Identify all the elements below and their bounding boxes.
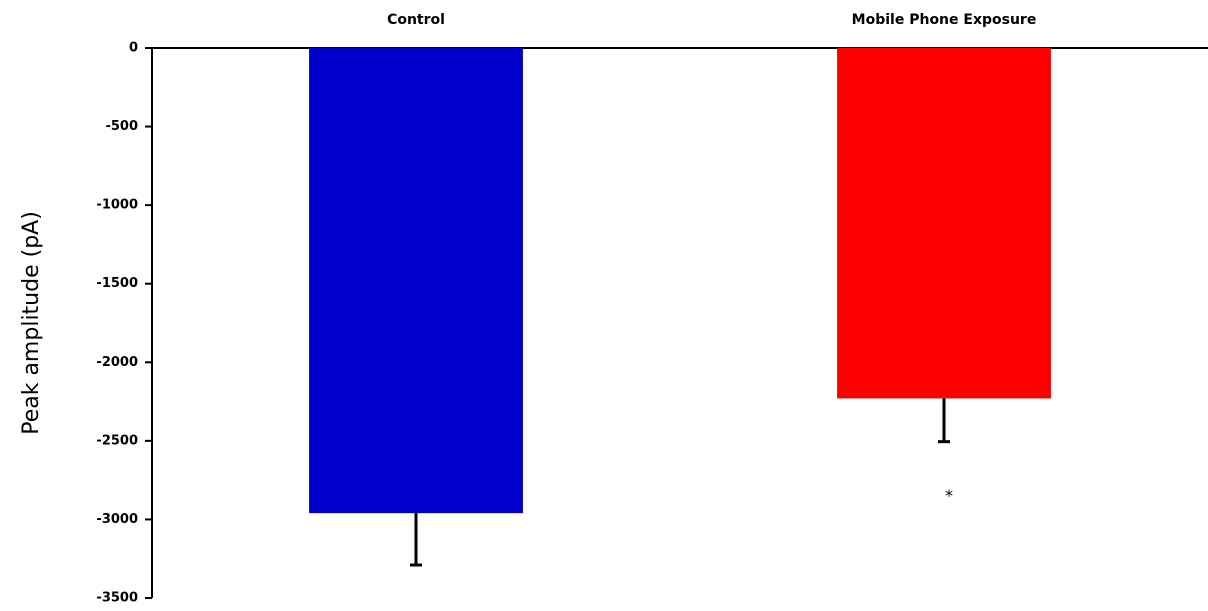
y-tick-label: -3500 [96,591,138,606]
y-tick-label: 0 [129,41,138,56]
y-tick-label: -500 [105,119,138,134]
y-tick-label: -3000 [96,512,138,527]
x-tick-label: Mobile Phone Exposure [852,12,1037,28]
bar [837,48,1051,399]
annotation: * [945,486,953,505]
bar [309,48,523,514]
y-tick-label: -1000 [96,198,138,213]
y-axis-label: Peak amplitude (pA) [19,211,44,435]
y-tick-label: -1500 [96,276,138,291]
y-tick-label: -2500 [96,433,138,448]
x-tick-label: Control [387,12,445,28]
y-tick-label: -2000 [96,355,138,370]
